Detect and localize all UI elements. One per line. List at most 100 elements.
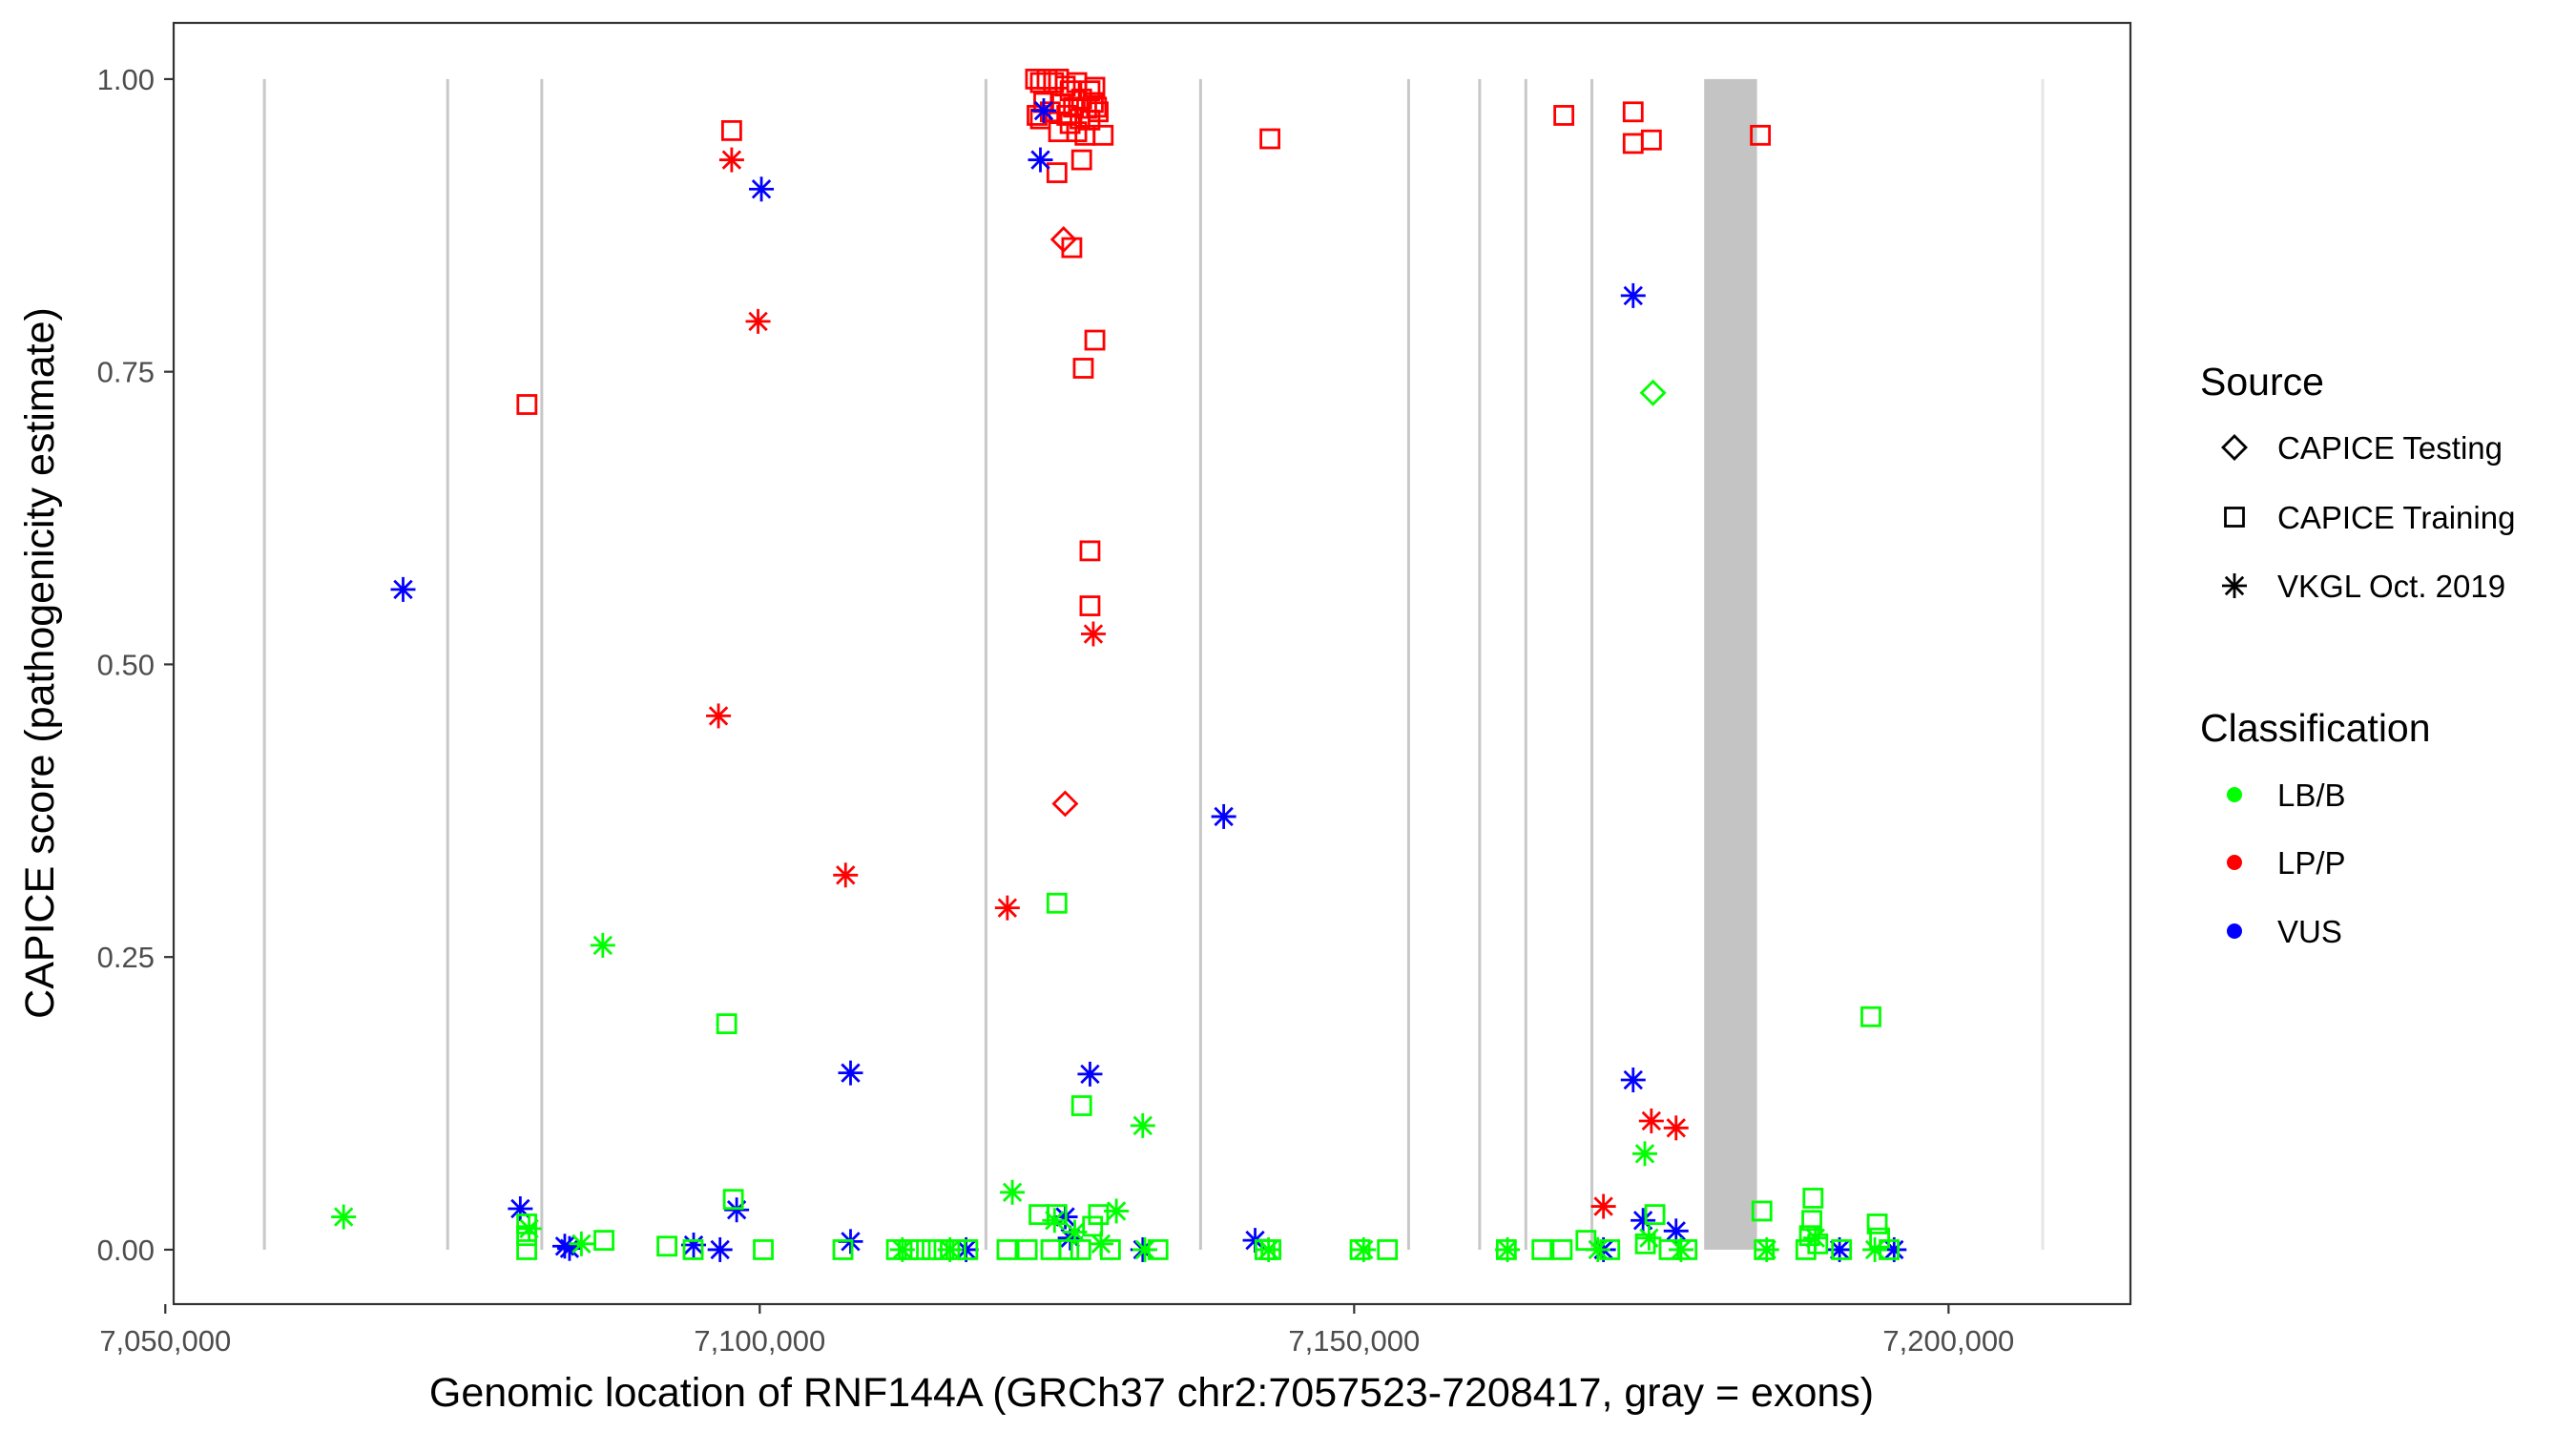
asterisk-stroke [841,1063,861,1083]
asterisk-stroke [1083,624,1104,644]
data-point [1620,1068,1646,1093]
data-point [994,895,1020,921]
data-point [1866,1213,1888,1234]
data-point [1259,128,1281,150]
asterisk-stroke [1132,1115,1153,1136]
legend-source-key [2222,573,2247,598]
x-tick-label: 7,150,000 [1288,1324,1420,1358]
legend-class-key [2227,923,2242,939]
data-point [1599,1239,1621,1260]
data-point [1860,1006,1881,1027]
data-point [1088,1204,1110,1226]
plot-panel-border [172,21,2132,1306]
legend-source-key [2221,434,2248,461]
asterisk-stroke [1002,1182,1023,1203]
data-point [1663,1115,1689,1141]
data-point [1631,1208,1656,1234]
data-point [1046,162,1068,183]
data-point [516,1215,542,1241]
asterisk-stroke [592,935,613,956]
data-point [1622,101,1644,123]
data-point [1531,1239,1553,1260]
data-point [1644,1204,1666,1226]
data-point [1061,237,1083,259]
data-point [1086,96,1108,118]
data-point [1084,76,1106,98]
x-axis: 7,050,000 7,100,000 7,150,000 7,200,000 [99,1304,2014,1358]
data-point [569,1231,594,1256]
data-point [838,1060,863,1086]
data-point [1211,803,1236,829]
data-point [957,1239,979,1260]
y-tick-label: 0.00 [97,1234,155,1267]
data-point [590,932,615,958]
asterisk-stroke [836,865,856,885]
data-point [720,119,742,141]
legend-class-label: VUS [2277,914,2342,949]
asterisk-stroke [1354,1239,1374,1260]
asterisk-stroke [393,579,413,600]
data-point [1751,1200,1773,1222]
data-point [1807,1233,1829,1255]
data-point [1132,1236,1158,1262]
data-point [945,1239,966,1260]
data-point [1801,1210,1822,1232]
data-point [1831,1239,1853,1260]
data-point [390,576,416,602]
asterisk-stroke [1045,1211,1065,1231]
legend-class-title: Classification [2200,706,2431,750]
asterisk-stroke [1030,150,1050,170]
legend-class-key [2227,855,2242,870]
data-point [1620,282,1646,308]
data-point [656,1235,678,1257]
asterisk-stroke [2224,575,2245,596]
asterisk-stroke [1593,1196,1613,1216]
asterisk-stroke [1080,1064,1100,1085]
y-tick-label: 1.00 [97,63,155,96]
data-points [331,68,1907,1262]
data-point [1622,133,1644,155]
data-point [1636,1225,1662,1251]
data-point [1802,1225,1828,1251]
data-point [1099,1239,1121,1260]
legend-class-key [2227,787,2242,802]
data-point [331,1204,357,1230]
y-tick-label: 0.25 [97,941,155,974]
data-point [1754,1236,1779,1262]
x-axis-title: Genomic location of RNF144A (GRCh37 chr2… [429,1370,1874,1416]
data-point [898,1239,919,1260]
legend: Source CAPICE Testing CAPICE Training VK… [2200,360,2515,949]
data-point [1377,1239,1399,1260]
data-point [516,1213,537,1234]
data-point [1040,1239,1062,1260]
asterisk-stroke [892,1239,913,1260]
data-point [707,1236,733,1262]
data-point [1668,1236,1693,1262]
data-point [724,1197,750,1223]
data-point [1058,1239,1080,1260]
data-point [1590,1193,1616,1219]
data-point [1750,124,1772,146]
data-point [1104,1198,1130,1224]
legend-source-label: CAPICE Training [2277,500,2515,535]
legend-source-title: Source [2200,360,2324,404]
exon-band [1704,78,1757,1250]
data-point [749,176,775,202]
data-point [1046,892,1068,914]
data-point [1030,98,1056,124]
asterisk-stroke [1106,1201,1127,1221]
y-tick-label: 0.75 [97,356,155,389]
data-point [753,1239,774,1260]
data-point [909,1239,931,1260]
data-point [1676,1239,1698,1260]
data-point [1092,124,1114,146]
asterisk-stroke [1497,1239,1518,1260]
data-point [1495,1236,1521,1262]
data-point [508,1195,533,1221]
data-point [1553,105,1575,126]
data-point [1046,1204,1068,1226]
asterisk-stroke [510,1198,530,1219]
data-point [516,394,538,415]
asterisk-stroke [1623,285,1643,306]
